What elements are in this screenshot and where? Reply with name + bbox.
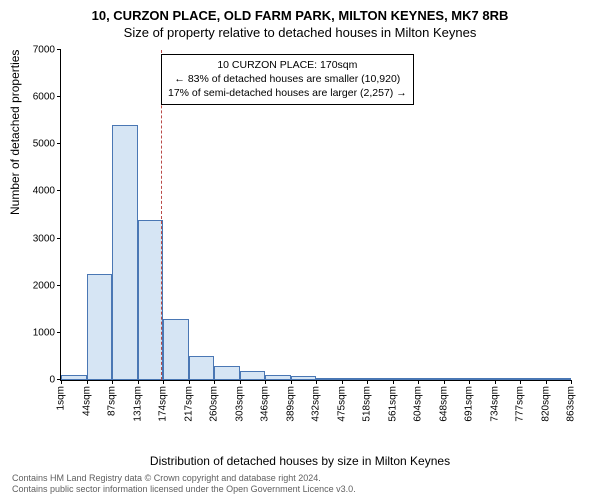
chart-container: 10, CURZON PLACE, OLD FARM PARK, MILTON … bbox=[0, 0, 600, 500]
x-tick-mark bbox=[444, 380, 445, 384]
x-tick-mark bbox=[265, 380, 266, 384]
x-tick-mark bbox=[214, 380, 215, 384]
annotation-line-3: 17% of semi-detached houses are larger (… bbox=[168, 86, 407, 100]
x-tick-mark bbox=[418, 380, 419, 384]
histogram-bar bbox=[265, 375, 291, 380]
x-tick-mark bbox=[163, 380, 164, 384]
histogram-bar bbox=[444, 378, 470, 380]
y-tick-label: 0 bbox=[49, 375, 61, 386]
x-tick-label: 346sqm bbox=[260, 386, 271, 422]
histogram-bar bbox=[546, 378, 572, 380]
x-tick-mark bbox=[240, 380, 241, 384]
histogram-bar bbox=[189, 356, 215, 380]
y-tick-label: 2000 bbox=[33, 280, 61, 291]
histogram-bar bbox=[393, 378, 419, 380]
x-tick-label: 87sqm bbox=[107, 386, 118, 416]
histogram-bar bbox=[138, 220, 164, 380]
histogram-bar bbox=[418, 378, 444, 380]
x-tick-mark bbox=[61, 380, 62, 384]
x-tick-label: 734sqm bbox=[489, 386, 500, 422]
x-tick-mark bbox=[316, 380, 317, 384]
x-tick-label: 518sqm bbox=[362, 386, 373, 422]
x-tick-mark bbox=[520, 380, 521, 384]
histogram-bar bbox=[214, 366, 240, 380]
footer-line-2: Contains public sector information licen… bbox=[12, 484, 356, 496]
y-tick-mark bbox=[57, 238, 61, 239]
x-tick-label: 303sqm bbox=[234, 386, 245, 422]
x-tick-mark bbox=[495, 380, 496, 384]
y-tick-mark bbox=[57, 332, 61, 333]
histogram-bar bbox=[367, 378, 393, 380]
histogram-bar bbox=[520, 378, 546, 380]
x-tick-mark bbox=[291, 380, 292, 384]
x-tick-label: 389sqm bbox=[285, 386, 296, 422]
x-tick-mark bbox=[342, 380, 343, 384]
x-tick-label: 648sqm bbox=[438, 386, 449, 422]
x-tick-label: 561sqm bbox=[387, 386, 398, 422]
x-tick-mark bbox=[87, 380, 88, 384]
annotation-line-1: 10 CURZON PLACE: 170sqm bbox=[168, 58, 407, 72]
histogram-bar bbox=[112, 125, 138, 380]
chart-footer: Contains HM Land Registry data © Crown c… bbox=[12, 473, 356, 496]
annotation-line-2: ← 83% of detached houses are smaller (10… bbox=[168, 72, 407, 86]
histogram-bar bbox=[342, 378, 368, 380]
y-tick-label: 1000 bbox=[33, 327, 61, 338]
x-tick-label: 131sqm bbox=[132, 386, 143, 422]
plot-area: 010002000300040005000600070001sqm44sqm87… bbox=[60, 50, 571, 381]
x-tick-label: 475sqm bbox=[336, 386, 347, 422]
histogram-bar bbox=[87, 274, 113, 380]
x-tick-mark bbox=[189, 380, 190, 384]
x-tick-label: 1sqm bbox=[56, 386, 67, 410]
y-tick-mark bbox=[57, 285, 61, 286]
histogram-bar bbox=[163, 319, 189, 380]
y-tick-label: 3000 bbox=[33, 233, 61, 244]
x-tick-label: 863sqm bbox=[566, 386, 577, 422]
x-tick-mark bbox=[546, 380, 547, 384]
x-tick-label: 777sqm bbox=[515, 386, 526, 422]
y-tick-mark bbox=[57, 190, 61, 191]
y-tick-label: 5000 bbox=[33, 139, 61, 150]
x-tick-label: 174sqm bbox=[158, 386, 169, 422]
histogram-bar bbox=[291, 376, 317, 380]
x-tick-label: 691sqm bbox=[464, 386, 475, 422]
histogram-bar bbox=[240, 371, 266, 380]
y-tick-label: 4000 bbox=[33, 186, 61, 197]
x-tick-mark bbox=[393, 380, 394, 384]
x-tick-mark bbox=[469, 380, 470, 384]
x-tick-label: 44sqm bbox=[81, 386, 92, 416]
histogram-bar bbox=[316, 378, 342, 380]
histogram-bar bbox=[495, 378, 521, 380]
x-tick-label: 604sqm bbox=[413, 386, 424, 422]
x-tick-mark bbox=[571, 380, 572, 384]
chart-title-sub: Size of property relative to detached ho… bbox=[0, 23, 600, 40]
x-tick-label: 432sqm bbox=[311, 386, 322, 422]
annotation-box: 10 CURZON PLACE: 170sqm ← 83% of detache… bbox=[161, 54, 414, 105]
y-axis-label: Number of detached properties bbox=[8, 50, 22, 215]
x-tick-mark bbox=[367, 380, 368, 384]
x-tick-mark bbox=[112, 380, 113, 384]
footer-line-1: Contains HM Land Registry data © Crown c… bbox=[12, 473, 356, 485]
x-axis-label: Distribution of detached houses by size … bbox=[0, 454, 600, 468]
histogram-bar bbox=[469, 378, 495, 380]
y-tick-mark bbox=[57, 96, 61, 97]
y-tick-mark bbox=[57, 143, 61, 144]
y-tick-label: 7000 bbox=[33, 45, 61, 56]
histogram-bar bbox=[61, 375, 87, 380]
y-tick-label: 6000 bbox=[33, 92, 61, 103]
y-tick-mark bbox=[57, 49, 61, 50]
chart-title-main: 10, CURZON PLACE, OLD FARM PARK, MILTON … bbox=[0, 0, 600, 23]
x-tick-label: 217sqm bbox=[183, 386, 194, 422]
x-tick-label: 260sqm bbox=[209, 386, 220, 422]
x-tick-label: 820sqm bbox=[540, 386, 551, 422]
x-tick-mark bbox=[138, 380, 139, 384]
